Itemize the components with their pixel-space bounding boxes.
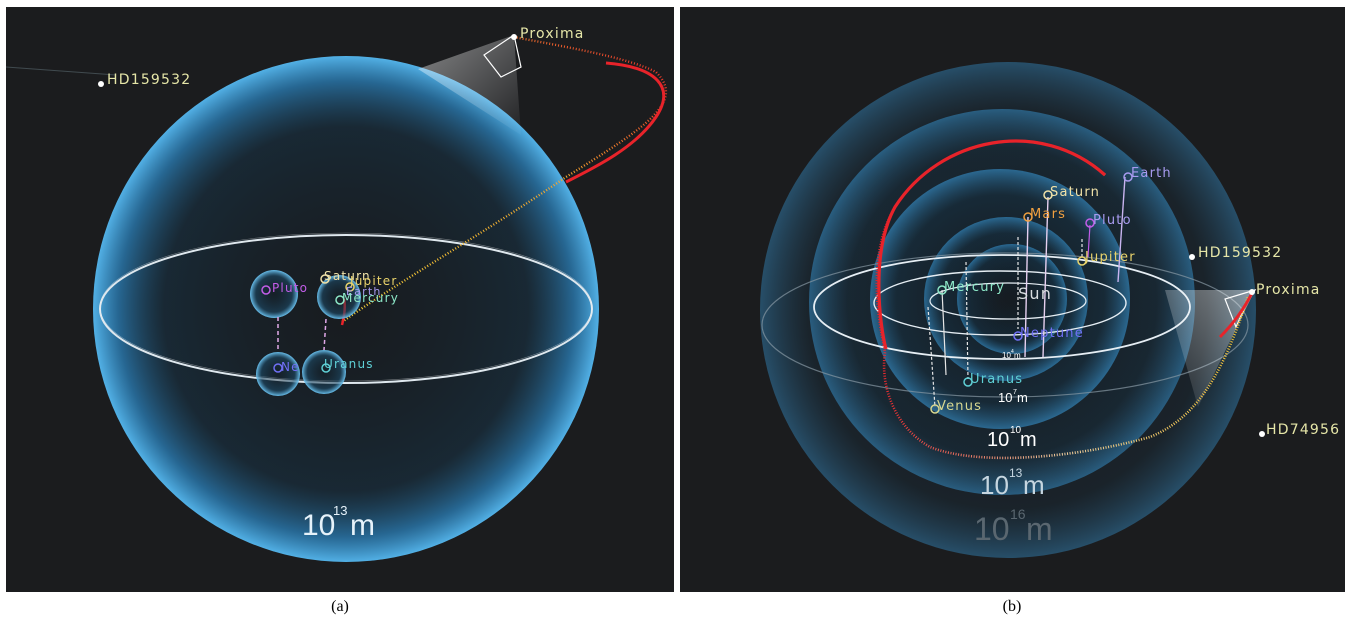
pluto-label: Pluto xyxy=(272,281,308,295)
panel-b-canvas: HD159532 Proxima HD74956 Earth Saturn Ma… xyxy=(760,62,1340,558)
equator-ring-glow xyxy=(99,232,593,382)
scale-10-13-base: 10 xyxy=(980,470,1009,500)
neptune-sphere xyxy=(256,352,300,396)
scale-10-7-base: 10 xyxy=(998,390,1012,405)
saturn-label: Saturn xyxy=(1050,185,1100,200)
neptune-label: Ne xyxy=(281,360,300,374)
star-proxima-dot[interactable] xyxy=(1249,289,1255,295)
saturn-icon[interactable] xyxy=(320,274,330,284)
scale-10-7-exp: 7 xyxy=(1013,389,1017,396)
scale-label-10-13: 10 13 m xyxy=(302,503,375,542)
scale-10-10-base: 10 xyxy=(987,429,1009,451)
earth-icon[interactable] xyxy=(1123,172,1133,182)
neptune-icon[interactable] xyxy=(1013,331,1023,341)
ring-10-7 xyxy=(929,282,1087,320)
mercury-tether xyxy=(941,289,947,376)
scale-label-10-16: 10 16 m xyxy=(974,506,1053,547)
ring-10-16 xyxy=(761,252,1249,398)
uranus-label: Uranus xyxy=(970,372,1023,387)
equator-ring xyxy=(99,234,593,384)
star-hd159532-dot[interactable] xyxy=(98,81,104,87)
scale-10-4-unit: m xyxy=(1014,351,1021,360)
venus-tether xyxy=(927,306,936,408)
trajectory-red-segment xyxy=(877,139,1107,350)
jupiter-label: Jupiter xyxy=(349,274,398,288)
scale-10-16-base: 10 xyxy=(974,511,1010,547)
star-proxima-dot[interactable] xyxy=(511,34,517,40)
pluto-icon[interactable] xyxy=(1085,218,1095,228)
trajectory-red-segment xyxy=(565,61,666,184)
scale-10-16-exp: 16 xyxy=(1010,506,1026,522)
uranus-tether xyxy=(965,261,969,380)
trajectory xyxy=(875,139,1250,460)
scale-label-10-7: 10 7 m xyxy=(998,389,1028,405)
saturn-icon[interactable] xyxy=(1043,190,1053,200)
star-streak xyxy=(6,66,117,76)
scale-label-10-13: 10 13 m xyxy=(980,466,1045,500)
earth-label: Earth xyxy=(346,285,382,298)
saturn-tether xyxy=(1042,196,1049,358)
mercury-icon[interactable] xyxy=(937,285,947,295)
inner-planets-sphere xyxy=(317,275,361,319)
mercury-label: Mercury xyxy=(944,280,1005,295)
star-hd159532-label: HD159532 xyxy=(1198,245,1282,261)
scale-unit: m xyxy=(350,509,375,542)
star-hd159532-label: HD159532 xyxy=(107,72,191,88)
mars-icon[interactable] xyxy=(1023,212,1033,222)
star-hd74956-dot[interactable] xyxy=(1259,431,1265,437)
jupiter-icon[interactable] xyxy=(345,282,355,292)
scale-10-13-exp: 13 xyxy=(1009,466,1023,480)
scale-10-10-unit: m xyxy=(1020,429,1037,451)
star-proxima-label: Proxima xyxy=(1256,282,1321,298)
mercury-icon[interactable] xyxy=(335,295,345,305)
uranus-icon[interactable] xyxy=(321,363,331,373)
scale-10-4-base: 10 xyxy=(1002,351,1011,360)
panel-a-canvas: HD159532 Proxima Pluto Saturn Jupiter Ea… xyxy=(6,26,668,562)
trajectory xyxy=(341,35,668,323)
view-cone xyxy=(418,35,521,135)
trajectory-end xyxy=(1218,292,1254,339)
mars-label: Mars xyxy=(1030,207,1066,222)
sun-label: Sun xyxy=(1018,284,1052,303)
neptune-label: Neptune xyxy=(1020,326,1084,341)
scale-10-10-exp: 10 xyxy=(1010,425,1022,436)
pluto-icon[interactable] xyxy=(261,285,271,295)
star-hd159532-dot[interactable] xyxy=(1189,254,1195,260)
venus-label: Venus xyxy=(937,399,982,414)
uranus-label: Uranus xyxy=(324,357,374,371)
scale-exponent: 13 xyxy=(333,503,347,518)
star-proxima-label: Proxima xyxy=(520,26,585,42)
earth-label: Earth xyxy=(1131,166,1172,181)
earth-tether xyxy=(1117,176,1126,283)
saturn-label: Saturn xyxy=(324,269,371,283)
pluto-tether xyxy=(1087,224,1091,258)
scale-label-10-4: 10 4 m xyxy=(1002,349,1021,360)
star-hd74956-label: HD74956 xyxy=(1266,422,1340,438)
uranus-tether xyxy=(323,318,327,351)
scale-10-16-unit: m xyxy=(1026,511,1053,547)
panel-a: HD159532 Proxima Pluto Saturn Jupiter Ea… xyxy=(6,7,674,592)
jupiter-icon[interactable] xyxy=(1077,256,1087,266)
pluto-label: Pluto xyxy=(1093,213,1132,228)
scale-10-4-exp: 4 xyxy=(1011,349,1014,355)
scale-base: 10 xyxy=(302,509,335,542)
proxima-marker xyxy=(483,34,522,78)
pluto-sphere xyxy=(250,270,298,318)
caption-b: (b) xyxy=(1002,598,1022,615)
scale-10-13-unit: m xyxy=(1023,470,1045,500)
mercury-label: Mercury xyxy=(342,291,399,305)
jupiter-label: Jupiter xyxy=(1084,250,1136,265)
scale-label-10-10: 10 10 m xyxy=(987,425,1037,451)
mars-tether xyxy=(1024,216,1029,358)
caption-a: (a) xyxy=(331,598,349,615)
scale-10-7-unit: m xyxy=(1017,390,1028,405)
ring-10-10 xyxy=(873,270,1127,336)
panel-b: HD159532 Proxima HD74956 Earth Saturn Ma… xyxy=(680,7,1345,592)
venus-icon[interactable] xyxy=(930,404,940,414)
neptune-icon[interactable] xyxy=(273,363,283,373)
uranus-icon[interactable] xyxy=(963,377,973,387)
